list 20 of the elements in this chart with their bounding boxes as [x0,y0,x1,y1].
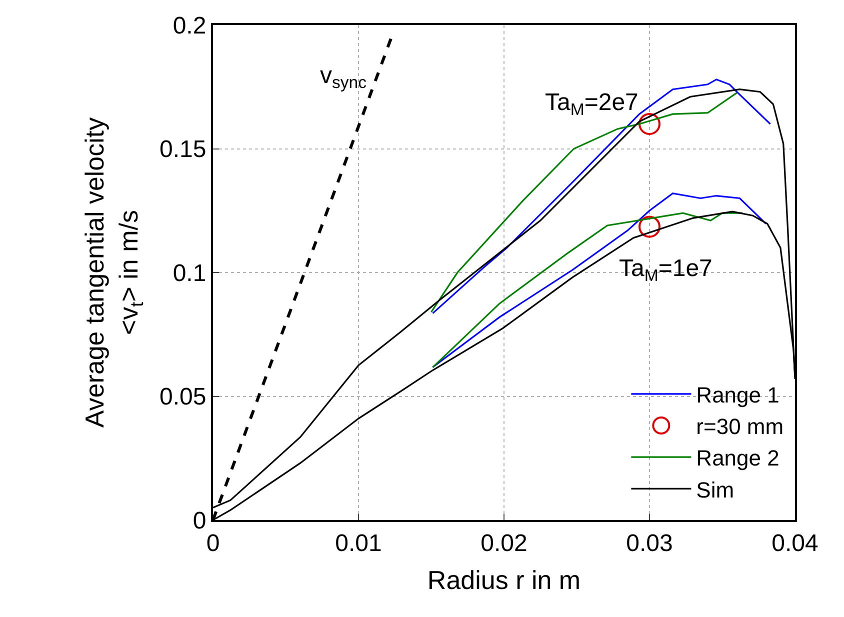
y-tick-label: 0 [192,507,206,534]
y-tick-label: 0.2 [172,12,206,40]
x-tick-label: 0.01 [335,530,382,557]
y-tick-label: 0.05 [159,384,206,411]
x-tick-label: 0.03 [626,530,673,557]
x-tick-label: 0.02 [480,530,528,557]
legend-label: Range 2 [696,446,780,471]
legend-label: Range 1 [696,382,780,408]
annotation: Ta$_{M}$=1e7 [619,255,712,286]
y-tick-label: 0.1 [172,260,206,287]
y-tick-label: 0.15 [159,136,206,164]
line-series [430,92,738,313]
legend-label: Sim [696,477,734,502]
x-tick-label: 0.04 [772,530,818,557]
x-axis-title: Radius r in m [427,565,581,595]
annotation: v$_{sync}$ [320,62,367,92]
annotation: Ta$_{M}$=2e7 [545,89,638,120]
legend-label: r=30 mm [696,414,784,440]
line-series [432,192,767,368]
line-series [432,78,772,314]
